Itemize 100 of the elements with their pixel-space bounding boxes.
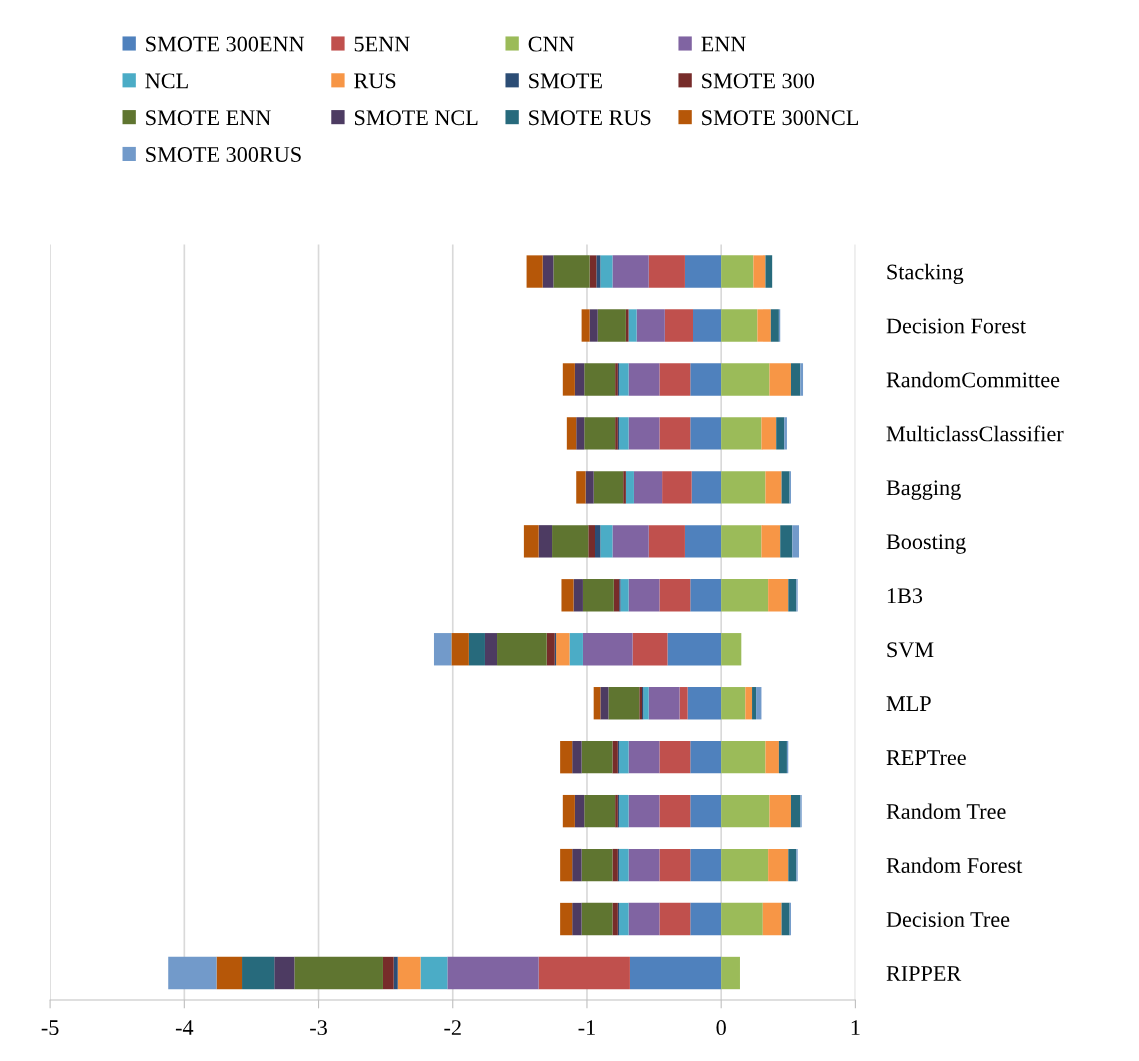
bar xyxy=(562,363,575,396)
bar xyxy=(484,633,498,666)
bar xyxy=(769,363,791,396)
bar xyxy=(584,794,616,828)
bar xyxy=(643,687,649,720)
bar xyxy=(620,579,629,612)
bar xyxy=(792,525,800,558)
bar xyxy=(560,848,573,882)
legend-label: SMOTE RUS xyxy=(529,110,651,126)
bar xyxy=(721,255,754,288)
bar xyxy=(667,633,722,666)
bar xyxy=(420,956,448,990)
bar xyxy=(613,579,620,612)
y-tick-label: Stacking xyxy=(887,263,964,285)
bar xyxy=(560,902,573,936)
bar xyxy=(242,956,275,990)
bar xyxy=(690,794,722,828)
bar xyxy=(784,417,787,450)
bar xyxy=(581,740,613,774)
bar xyxy=(538,525,553,558)
legend-label: RUS xyxy=(354,73,396,89)
y-tick-label: Decision Tree xyxy=(886,912,1010,927)
bar xyxy=(659,363,691,396)
bar xyxy=(576,417,585,450)
bar xyxy=(769,794,791,828)
bar xyxy=(691,471,722,504)
bar xyxy=(632,633,668,666)
bar xyxy=(216,956,243,990)
bar xyxy=(572,848,582,882)
x-tick-label: -3 xyxy=(310,1020,327,1036)
legend-label: SMOTE NCL xyxy=(354,110,478,126)
bar xyxy=(768,848,789,882)
bar xyxy=(721,363,770,396)
bar xyxy=(690,417,722,450)
x-tick-label: -4 xyxy=(175,1020,194,1035)
bar xyxy=(753,255,766,288)
bar xyxy=(168,956,217,990)
bar xyxy=(619,740,629,774)
bar xyxy=(582,633,633,666)
bar xyxy=(526,255,543,288)
bar xyxy=(572,902,582,936)
x-tick-label: -5 xyxy=(41,1020,59,1036)
legend-label: SMOTE ENN xyxy=(146,110,271,126)
x-tick-label: 1 xyxy=(851,1020,860,1035)
bar xyxy=(560,740,573,774)
bar xyxy=(721,633,742,666)
legend-label: 5ENN xyxy=(354,36,410,52)
bar xyxy=(274,956,295,990)
bar xyxy=(628,417,660,450)
bar xyxy=(553,255,590,288)
legend-label: CNN xyxy=(528,36,575,52)
legend-label: SMOTE 300 xyxy=(702,73,815,89)
bar xyxy=(397,956,421,990)
bar xyxy=(595,525,601,558)
bar xyxy=(628,309,637,342)
y-tick-label: RIPPER xyxy=(886,966,962,981)
bar xyxy=(600,525,613,558)
bar xyxy=(659,902,691,936)
bar xyxy=(659,848,691,882)
bar xyxy=(625,309,629,342)
bar xyxy=(619,794,629,828)
bar xyxy=(679,687,688,720)
bar xyxy=(778,740,787,774)
bar xyxy=(612,740,618,774)
bar xyxy=(765,471,782,504)
y-tick-label: MLP xyxy=(886,696,931,711)
bar xyxy=(628,740,660,774)
y-tick-label: Random Forest xyxy=(886,857,1023,874)
bar xyxy=(659,417,691,450)
bar xyxy=(770,309,779,342)
y-tick-label: MulticlassClassifier xyxy=(886,425,1064,442)
bar xyxy=(597,309,626,342)
bar xyxy=(628,794,660,828)
y-tick-label: 1B3 xyxy=(887,588,923,604)
bar xyxy=(628,363,660,396)
bar xyxy=(382,956,394,990)
y-tick-label: Decision Forest xyxy=(886,318,1026,334)
bar xyxy=(788,579,797,612)
bar xyxy=(542,255,554,288)
y-tick-label: RandomCommittee xyxy=(886,371,1060,388)
bar xyxy=(628,579,660,612)
legend-label: ENN xyxy=(701,36,746,52)
bar xyxy=(636,309,665,342)
bar xyxy=(574,794,585,828)
bar xyxy=(588,525,596,558)
legend-label: SMOTE 300NCL xyxy=(702,110,858,126)
bar xyxy=(593,471,624,504)
legend-label: NCL xyxy=(145,73,188,89)
bar xyxy=(561,579,574,612)
bar xyxy=(589,255,597,288)
bar xyxy=(612,525,649,558)
bar xyxy=(612,902,618,936)
bar xyxy=(600,255,613,288)
bar xyxy=(619,363,629,396)
bar xyxy=(781,471,790,504)
x-tick-label: 0 xyxy=(716,1020,726,1036)
bar xyxy=(721,740,766,774)
legend-label: SMOTE xyxy=(529,73,602,89)
bar xyxy=(628,902,660,936)
bar xyxy=(629,956,722,990)
